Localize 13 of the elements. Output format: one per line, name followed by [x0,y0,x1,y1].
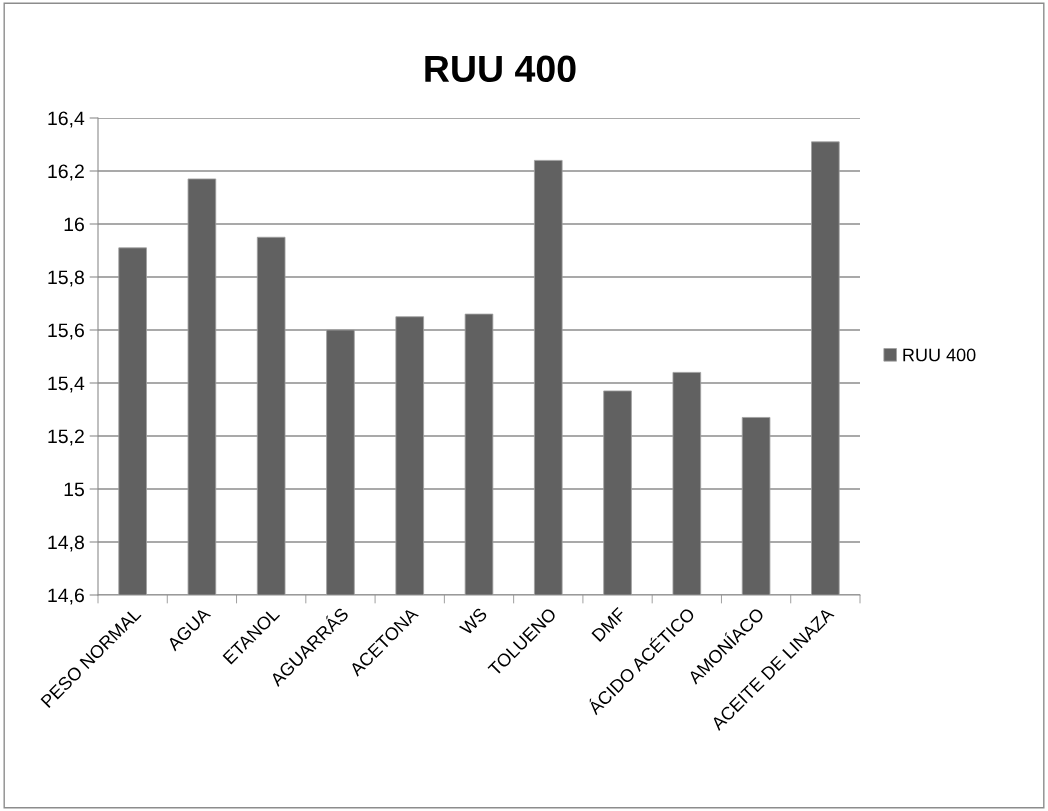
y-tick-label: 16 [64,217,84,232]
y-tick-label: 15 [64,482,84,497]
y-tick-label: 15,8 [48,270,84,287]
chart-title: RUU 400 [425,55,576,83]
y-tick-label: 16,2 [48,164,84,181]
x-tick-label: WS [458,607,488,636]
y-tick-label: 14,6 [48,588,84,605]
y-tick-label: 14,8 [48,535,84,552]
y-tick-label: 15,2 [48,429,84,446]
y-tick-label: 15,6 [48,323,84,340]
legend-label: RUU 400 [903,348,976,362]
y-tick-label: 16,4 [48,111,85,128]
y-tick-label: 15,4 [48,376,85,393]
